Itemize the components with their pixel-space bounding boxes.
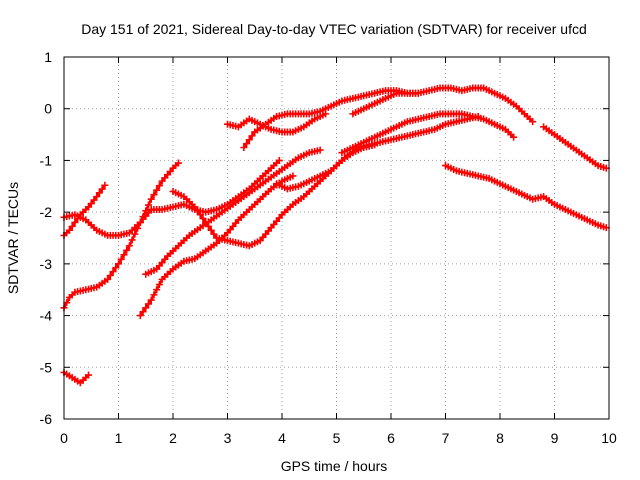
data-point xyxy=(136,218,144,226)
series-arc-6 xyxy=(136,172,297,320)
data-point xyxy=(144,201,152,209)
data-point xyxy=(414,89,422,97)
data-point xyxy=(191,203,199,211)
x-tick-label: 10 xyxy=(601,430,617,446)
series-arc-5 xyxy=(142,146,324,278)
y-tick-label: -4 xyxy=(40,308,53,324)
series-arc-11 xyxy=(338,110,518,157)
y-tick-label: -5 xyxy=(40,359,53,375)
series-arc-10 xyxy=(349,89,422,118)
data-point xyxy=(125,242,133,250)
data-point xyxy=(240,144,248,151)
y-tick-label: -2 xyxy=(40,204,53,220)
axis-ticks: 0 1 2 3 4 5 6 7 8 9 10 -6 -5 -4 -3 -2 -1 0 1 xyxy=(40,49,617,446)
data-point xyxy=(142,207,150,215)
data-point xyxy=(510,133,518,141)
data-point xyxy=(115,260,122,268)
series-arc-2 xyxy=(60,181,109,239)
series-line xyxy=(63,371,90,385)
series-arc-12 xyxy=(273,141,379,193)
grid xyxy=(64,57,609,419)
series-line xyxy=(172,115,479,248)
data-point xyxy=(134,224,142,232)
x-tick-label: 1 xyxy=(115,430,123,446)
x-tick-label: 3 xyxy=(224,430,232,446)
y-tick-label: -1 xyxy=(40,152,53,168)
series-arc-14 xyxy=(540,123,610,172)
y-tick-label: 1 xyxy=(44,49,52,65)
data-point xyxy=(371,141,379,149)
x-tick-label: 9 xyxy=(551,430,559,446)
y-tick-label: 0 xyxy=(44,101,52,117)
data-point xyxy=(150,191,158,199)
series-line xyxy=(276,143,375,191)
series-arc-1 xyxy=(60,368,93,387)
data-point xyxy=(153,186,161,194)
data-point xyxy=(139,308,147,316)
data-point xyxy=(243,140,251,148)
data-point xyxy=(207,226,215,234)
series-arc-7 xyxy=(169,112,482,250)
data-point xyxy=(109,268,117,276)
data-point xyxy=(68,222,76,230)
x-tick-label: 6 xyxy=(387,430,395,446)
data-point xyxy=(147,195,155,203)
x-axis-label: GPS time / hours xyxy=(281,458,388,474)
data-point xyxy=(123,246,131,254)
data-point xyxy=(155,281,163,289)
data-point xyxy=(112,264,120,272)
data-point xyxy=(155,182,163,190)
data-point xyxy=(104,275,112,283)
data-point xyxy=(199,215,207,223)
data-point xyxy=(204,222,212,230)
data-point xyxy=(196,211,204,219)
data-point xyxy=(117,255,125,263)
data-point xyxy=(101,181,109,189)
data-point xyxy=(150,291,158,299)
data-point xyxy=(275,156,283,164)
data-point xyxy=(131,230,139,238)
data-point xyxy=(210,230,218,238)
data-point xyxy=(106,271,114,279)
data-point xyxy=(142,304,150,312)
data-point xyxy=(529,118,537,126)
data-point xyxy=(147,296,155,304)
data-point xyxy=(144,300,152,308)
chart-title: Day 151 of 2021, Sidereal Day-to-day VTE… xyxy=(81,21,587,37)
data-point xyxy=(136,312,144,320)
data-point xyxy=(202,218,210,226)
data-point xyxy=(248,132,256,140)
x-tick-label: 0 xyxy=(60,430,68,446)
data-point xyxy=(93,193,101,201)
data-point xyxy=(120,251,128,259)
data-point xyxy=(139,213,147,221)
data-point xyxy=(128,236,136,244)
data-point xyxy=(316,146,324,154)
data-point xyxy=(245,136,253,144)
series-arc-9 xyxy=(240,84,537,151)
data-point xyxy=(65,226,73,234)
data-point xyxy=(174,159,182,167)
x-tick-label: 8 xyxy=(496,430,504,446)
data-point xyxy=(289,172,297,180)
data-point xyxy=(85,371,93,379)
x-tick-label: 2 xyxy=(169,430,177,446)
x-tick-label: 4 xyxy=(278,430,286,446)
data-point xyxy=(95,189,103,197)
x-tick-label: 5 xyxy=(333,430,341,446)
data-point xyxy=(98,185,106,193)
y-tick-label: -6 xyxy=(40,411,53,427)
series-arc-13 xyxy=(442,162,610,232)
data-point xyxy=(71,218,79,226)
data-marks xyxy=(60,84,610,387)
y-axis-label: SDTVAR / TECUs xyxy=(5,182,21,294)
data-point xyxy=(194,207,202,215)
data-point xyxy=(153,286,161,294)
y-tick-label: -3 xyxy=(40,256,53,272)
x-tick-label: 7 xyxy=(442,430,450,446)
